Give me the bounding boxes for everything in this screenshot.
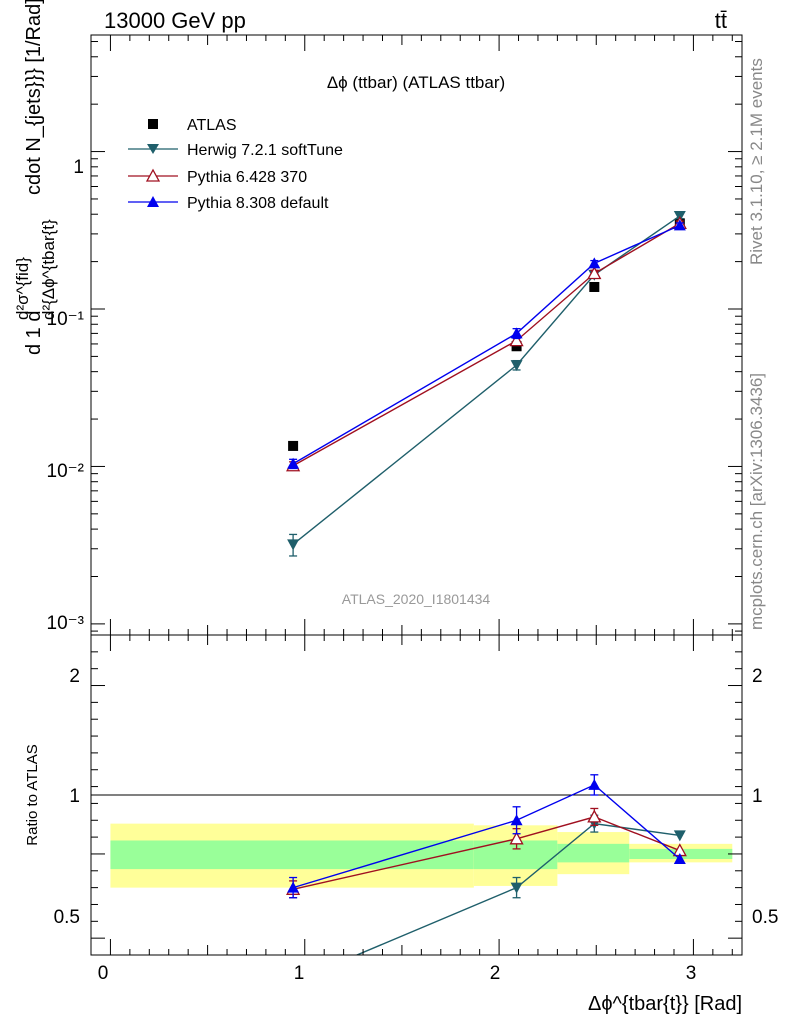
ratio-data-point (588, 778, 601, 790)
ratio-y-tick-right-1: 1 (752, 786, 763, 807)
ratio-data-point (509, 831, 524, 845)
y-tick-label-0p001: 10⁻³ (47, 613, 85, 634)
series-line (292, 215, 681, 545)
ratio-data-point (673, 830, 686, 842)
ratio-data-layer (286, 774, 687, 955)
data-point (287, 539, 300, 551)
inner-band (557, 843, 630, 863)
legend-marker-triangle-up-open (145, 168, 161, 182)
series-line (292, 222, 681, 467)
ratio-y-tick-0p5: 0.5 (54, 907, 80, 928)
y-axis-title-tail: cdot N_{jets}}} [1/Rad] (23, 0, 45, 195)
mcplots-label: mcplots.cern.ch [arXiv:1306.3436] (747, 373, 766, 630)
ratio-data-point (587, 809, 602, 823)
data-point (587, 266, 602, 280)
ratio-data-point (287, 881, 300, 893)
legend-entry-herwig: Herwig 7.2.1 softTune (128, 142, 343, 159)
ratio-series-pythia-8-308-default (287, 774, 686, 899)
data-point (511, 341, 522, 352)
legend-marker-square (148, 119, 158, 129)
ratio-y-tick-right-2: 2 (752, 666, 763, 687)
ratio-frame (90, 634, 743, 956)
ratio-series-line (355, 822, 680, 955)
legend-label-atlas: ATLAS (187, 117, 237, 134)
legend-marker-triangle-down (147, 144, 159, 154)
x-tick-label-0: 0 (98, 963, 109, 984)
ratio-data-point (510, 882, 523, 894)
legend-label-pythia8: Pythia 8.308 default (187, 195, 329, 212)
ratio-data-point (510, 814, 523, 826)
uncertainty-bands (110, 823, 733, 888)
x-tick-label-2: 2 (490, 963, 501, 984)
main-tick-marks (91, 35, 742, 635)
legend-marker-triangle-up (147, 196, 159, 207)
ratio-y-tick-right-0p5: 0.5 (752, 907, 778, 928)
main-title: Δϕ (ttbar) (ATLAS ttbar) (327, 73, 505, 92)
ratio-data-point (673, 853, 686, 864)
x-ticks: 0 1 2 3 (98, 963, 697, 984)
legend-entry-atlas: ATLAS (148, 117, 237, 134)
data-point (588, 257, 601, 269)
ratio-tick-marks (91, 634, 742, 956)
data-point (287, 457, 300, 469)
ratio-series-line (292, 784, 681, 889)
series-line (292, 224, 681, 465)
main-data-layer (286, 210, 687, 557)
rivet-label: Rivet 3.1.10, ≥ 2.1M events (747, 58, 766, 265)
legend-label-herwig: Herwig 7.2.1 softTune (187, 142, 343, 159)
watermark: ATLAS_2020_I1801434 (342, 591, 491, 607)
x-tick-label-1: 1 (294, 963, 305, 984)
ratio-y-ticks-right: 0.5 1 2 (752, 666, 778, 928)
series-pythia-8-308-default (287, 219, 686, 470)
x-tick-label-3: 3 (686, 963, 697, 984)
legend-entry-pythia6: Pythia 6.428 370 (128, 168, 307, 186)
ratio-y-axis-title: Ratio to ATLAS (24, 744, 41, 845)
y-tick-label-0p01: 10⁻² (47, 461, 85, 482)
x-axis-title: Δϕ^{tbar{t}} [Rad] (588, 993, 742, 1015)
main-panel: Δϕ (ttbar) (ATLAS ttbar) ATLAS_2020_I180… (13, 0, 743, 636)
ratio-series-line (292, 816, 681, 890)
data-point (510, 327, 523, 339)
ratio-panel: 0.5 1 2 0.5 1 2 Ratio to ATLAS 0 1 2 3 Δ… (24, 634, 778, 1015)
ratio-y-tick-1: 1 (69, 786, 80, 807)
ratio-y-tick-2: 2 (69, 666, 80, 687)
energy-label: 13000 GeV pp (104, 8, 246, 33)
data-point (589, 281, 600, 292)
y-axis-title-main: d²{Δϕ^{tbar{t} (39, 219, 58, 320)
main-y-ticks: 1 10⁻¹ 10⁻² 10⁻³ (47, 157, 85, 634)
main-y-axis-title: d 1 d d²σ^{fid} d²{Δϕ^{tbar{t} cdot N_{j… (13, 0, 58, 355)
y-axis-title-pre: d 1 d (23, 311, 45, 355)
data-point (673, 219, 686, 231)
legend: ATLAS Herwig 7.2.1 softTune Pythia 6.428… (128, 117, 343, 212)
data-point (509, 333, 524, 347)
data-point (510, 360, 523, 372)
y-axis-title-frac: d²σ^{fid} (13, 257, 32, 320)
ratio-y-ticks-left: 0.5 1 2 (54, 666, 80, 928)
data-point (288, 440, 299, 451)
legend-entry-pythia8: Pythia 8.308 default (128, 195, 329, 212)
process-label: tt̄ (715, 8, 727, 33)
legend-label-pythia6: Pythia 6.428 370 (187, 169, 307, 186)
series-herwig-7-2-1-softtune (287, 210, 686, 557)
y-tick-label-0p1: 10⁻¹ (47, 309, 85, 330)
inner-band (110, 840, 474, 870)
y-tick-label-1: 1 (73, 157, 84, 178)
